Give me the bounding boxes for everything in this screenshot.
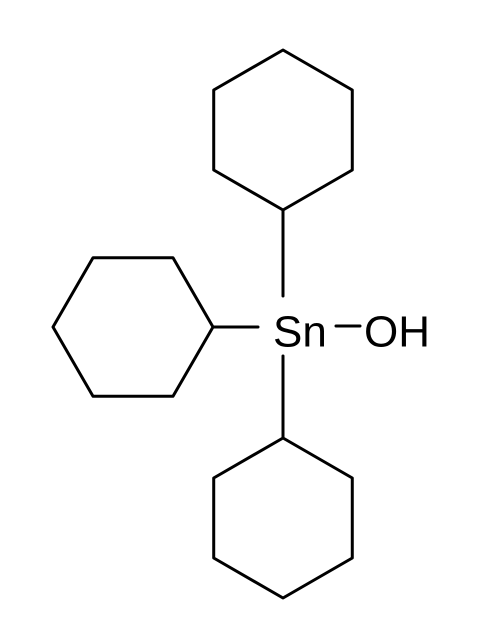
tin-atom-label: Sn bbox=[273, 308, 327, 357]
cyclohexyl-ring bbox=[214, 50, 353, 210]
cyclohexyl-ring bbox=[53, 258, 213, 397]
hydroxyl-label: OH bbox=[364, 308, 430, 357]
cyclohexyl-ring bbox=[214, 438, 353, 598]
molecule-diagram: Sn OH bbox=[0, 0, 501, 640]
